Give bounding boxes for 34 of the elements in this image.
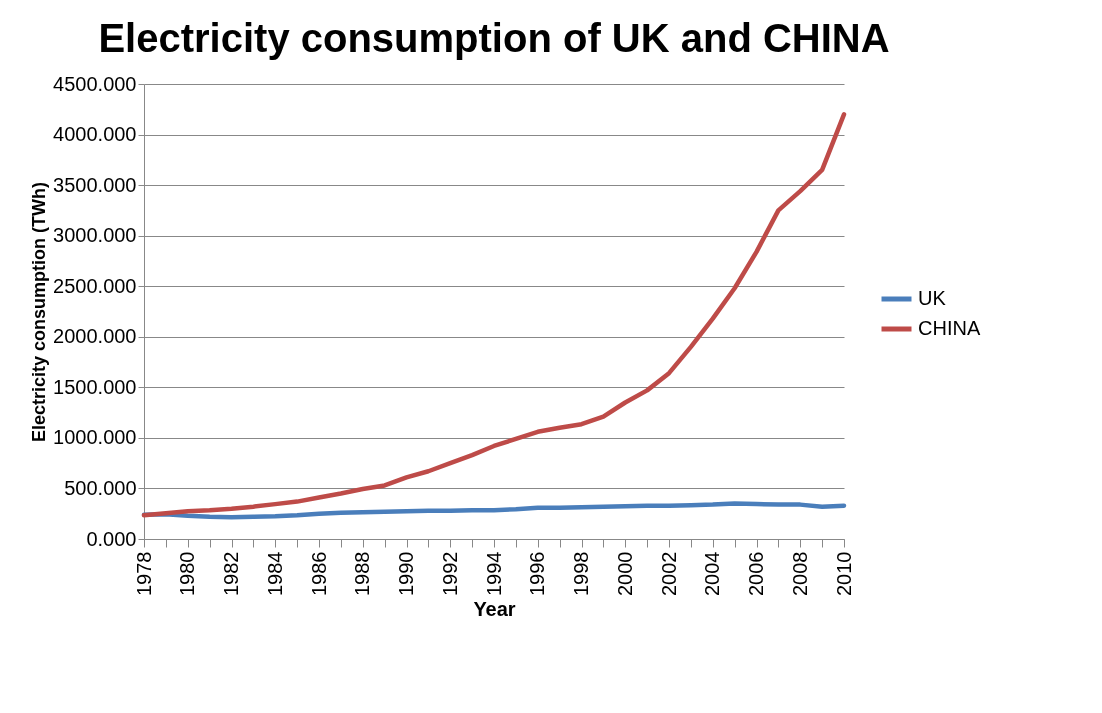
line-series — [141, 501, 847, 520]
legend-label: CHINA — [918, 317, 981, 339]
y-tick-label: 0.000 — [86, 527, 137, 550]
line-series — [141, 112, 847, 518]
x-tick-label: 2006 — [745, 551, 767, 596]
x-tick-label: 2008 — [788, 551, 811, 596]
x-tick-label: 1982 — [220, 551, 242, 596]
x-axis-title: Year — [473, 597, 516, 620]
y-tick-label: 4000.000 — [53, 123, 137, 146]
x-tick-label: 1990 — [395, 551, 417, 596]
y-tick-label: 2500.000 — [53, 274, 137, 297]
y-tick-label: 4500.000 — [53, 72, 137, 95]
x-tick-label: 2010 — [832, 551, 855, 596]
y-tick-label: 3000.000 — [53, 224, 137, 247]
x-tick-label: 2000 — [613, 551, 636, 596]
x-tick-label: 1978 — [132, 551, 155, 596]
x-tick-label: 1994 — [482, 551, 505, 596]
x-tick-label: 1980 — [176, 551, 199, 596]
y-tick-label: 500.000 — [64, 476, 137, 499]
y-tick-label: 3500.000 — [53, 173, 137, 196]
y-tick-label: 2000.000 — [53, 325, 137, 348]
x-tick-label: 1998 — [570, 551, 592, 596]
y-tick-label: 1000.000 — [53, 426, 137, 449]
x-tick-label: 1986 — [307, 551, 330, 596]
x-tick-label: 2004 — [701, 551, 724, 596]
y-tick-label: 1500.000 — [53, 375, 137, 398]
x-tick-label: 1996 — [526, 551, 549, 596]
legend-label: UK — [918, 287, 947, 309]
x-tick-label: 2002 — [657, 551, 680, 596]
chart-title: Electricity consumption of UK and CHINA — [98, 16, 890, 60]
y-axis-title: Electricity consumption (TWh) — [29, 181, 50, 443]
x-tick-label: 1992 — [438, 551, 461, 596]
x-tick-label: 1984 — [263, 551, 286, 596]
x-tick-label: 1988 — [351, 551, 374, 596]
